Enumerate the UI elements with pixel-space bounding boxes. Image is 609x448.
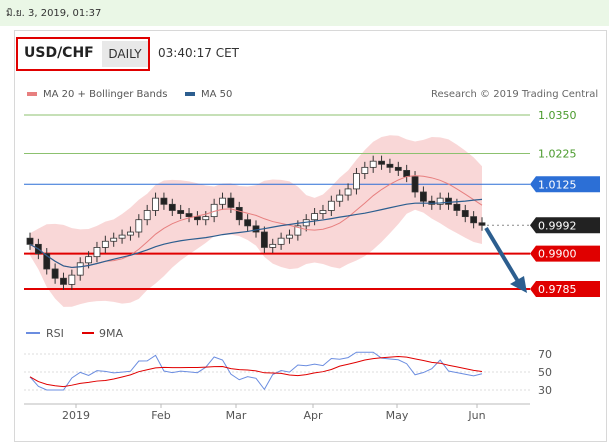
timestamp-bar: มิ.ย. 3, 2019, 01:37 bbox=[0, 0, 609, 26]
candle-body bbox=[118, 234, 126, 239]
candle-body bbox=[252, 225, 260, 233]
candle-body bbox=[378, 160, 385, 165]
x-tick-label-Mar: Mar bbox=[226, 409, 247, 422]
level-label-1.0125: 1.0125 bbox=[538, 178, 577, 191]
candle-body bbox=[143, 210, 151, 221]
candle-body bbox=[135, 219, 143, 233]
candle-body bbox=[277, 237, 285, 245]
candle-body bbox=[403, 170, 411, 177]
x-tick-label-2019: 2019 bbox=[62, 409, 90, 422]
rsi-legend: RSI bbox=[46, 327, 64, 340]
candle-body bbox=[453, 203, 461, 211]
candle-body bbox=[152, 197, 159, 211]
candle-body bbox=[68, 274, 76, 285]
candle-body bbox=[327, 200, 335, 211]
candle-body bbox=[361, 166, 369, 174]
header-time: 03:40:17 CET bbox=[158, 46, 239, 60]
level-label-1.0225: 1.0225 bbox=[538, 147, 577, 160]
rsi-panel: RSI 9MA 70 50 30 bbox=[24, 327, 552, 397]
moving-averages bbox=[29, 175, 483, 269]
ma50-line bbox=[29, 198, 483, 269]
candle-body bbox=[51, 268, 59, 279]
rsi-level-70: 70 bbox=[538, 348, 552, 361]
candle-body bbox=[194, 216, 201, 221]
candle-body bbox=[445, 197, 452, 205]
level-tag-0.9900 bbox=[530, 245, 600, 262]
legend-ma20: MA 20 + Bollinger Bands bbox=[27, 89, 167, 100]
level-tag-1.0125 bbox=[530, 176, 600, 193]
forecast-arrow-shaft bbox=[484, 226, 521, 285]
candle-body bbox=[235, 206, 243, 221]
candle-body bbox=[319, 210, 327, 214]
rsi-level-30: 30 bbox=[538, 384, 552, 397]
candle-body bbox=[411, 176, 419, 193]
candle-body bbox=[101, 240, 109, 248]
ma50-swatch bbox=[185, 92, 195, 96]
ma9-legend: 9MA bbox=[99, 327, 123, 340]
level-labels: 1.0350 1.0225 1.0125 0.9992 0.9900 0.9785 bbox=[530, 109, 600, 297]
price-levels bbox=[24, 114, 530, 290]
x-tick-label-Apr: Apr bbox=[303, 409, 323, 422]
candle-body bbox=[227, 197, 235, 208]
candle-body bbox=[43, 253, 51, 270]
level-tag-0.9992 bbox=[530, 217, 600, 234]
candlesticks bbox=[26, 155, 486, 290]
candle-body bbox=[269, 243, 277, 248]
candle-body bbox=[470, 216, 478, 224]
candle-body bbox=[160, 197, 168, 205]
candle-body bbox=[168, 203, 176, 211]
candle-body bbox=[294, 225, 302, 236]
candle-body bbox=[202, 216, 210, 221]
level-label-1.0350: 1.0350 bbox=[538, 109, 577, 122]
level-label-0.9785: 0.9785 bbox=[538, 283, 577, 296]
candle-body bbox=[85, 256, 92, 264]
candle-body bbox=[420, 191, 427, 202]
forecast-arrow bbox=[484, 226, 527, 293]
candle-body bbox=[436, 197, 444, 205]
candle-body bbox=[386, 163, 394, 168]
candle-body bbox=[177, 210, 185, 214]
level-label-0.9900: 0.9900 bbox=[538, 248, 577, 261]
x-tick-label-Jun: Jun bbox=[467, 409, 485, 422]
candle-body bbox=[286, 234, 293, 239]
x-axis: 2019 Feb Mar Apr May Jun bbox=[62, 404, 486, 422]
legend-ma50-label: MA 50 bbox=[201, 89, 233, 100]
candle-body bbox=[369, 160, 377, 168]
level-label-0.9992: 0.9992 bbox=[538, 219, 577, 232]
candle-body bbox=[93, 247, 101, 258]
level-tag-0.9785 bbox=[530, 281, 600, 297]
timestamp: มิ.ย. 3, 2019, 01:37 bbox=[6, 8, 102, 19]
candle-body bbox=[478, 222, 486, 226]
forecast-arrow-head bbox=[510, 276, 527, 293]
candle-body bbox=[185, 213, 193, 218]
candle-body bbox=[127, 231, 134, 236]
candle-body bbox=[344, 188, 352, 196]
rsi-ma-line bbox=[29, 356, 483, 388]
candle-body bbox=[461, 210, 469, 218]
rsi-level-50: 50 bbox=[538, 366, 552, 379]
rsi-line bbox=[29, 351, 483, 391]
x-tick-label-Feb: Feb bbox=[151, 409, 170, 422]
candle-body bbox=[110, 237, 118, 242]
candle-body bbox=[60, 277, 67, 285]
research-credit: Research © 2019 Trading Central bbox=[431, 89, 599, 100]
candle-body bbox=[394, 166, 402, 171]
legend-ma50: MA 50 bbox=[185, 89, 232, 100]
symbol-label: USD/CHF bbox=[24, 45, 94, 61]
ma20-swatch bbox=[27, 92, 37, 96]
candle-body bbox=[26, 237, 34, 245]
candle-body bbox=[76, 262, 84, 276]
x-tick-label-May: May bbox=[386, 409, 409, 422]
candle-body bbox=[260, 231, 268, 248]
legend-ma20-label: MA 20 + Bollinger Bands bbox=[43, 89, 168, 100]
candle-body bbox=[311, 213, 318, 221]
interval-button[interactable]: DAILY bbox=[102, 41, 148, 67]
candle-body bbox=[219, 197, 226, 205]
candle-body bbox=[244, 219, 252, 227]
candle-body bbox=[336, 194, 344, 202]
candle-body bbox=[353, 173, 360, 190]
